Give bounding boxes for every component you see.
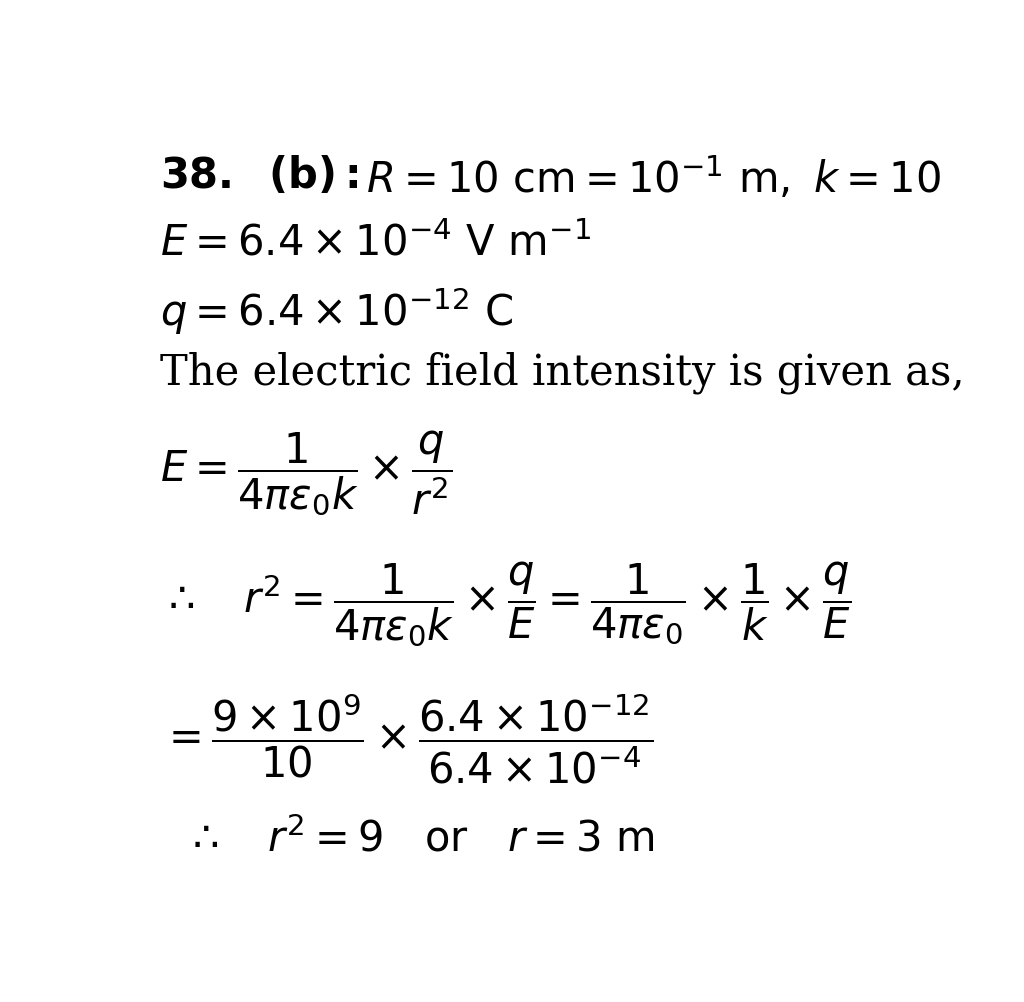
Text: $R = 10\ \mathrm{cm} = 10^{-1}\ \mathrm{m},\ k = 10$: $R = 10\ \mathrm{cm} = 10^{-1}\ \mathrm{…	[367, 155, 941, 201]
Text: $\therefore \quad r^2 = 9 \quad \mathrm{or} \quad r = 3\ \mathrm{m}$: $\therefore \quad r^2 = 9 \quad \mathrm{…	[183, 819, 654, 861]
Text: $\therefore \quad r^2 = \dfrac{1}{4\pi\varepsilon_0 k} \times \dfrac{q}{E} = \df: $\therefore \quad r^2 = \dfrac{1}{4\pi\v…	[160, 560, 851, 649]
Text: $q = 6.4 \times 10^{-12}\ \mathrm{C}$: $q = 6.4 \times 10^{-12}\ \mathrm{C}$	[160, 286, 513, 337]
Text: $E = 6.4 \times 10^{-4}\ \mathrm{V\ m}^{-1}$: $E = 6.4 \times 10^{-4}\ \mathrm{V\ m}^{…	[160, 222, 591, 265]
Text: $= \dfrac{9 \times 10^9}{10} \times \dfrac{6.4 \times 10^{-12}}{6.4 \times 10^{-: $= \dfrac{9 \times 10^9}{10} \times \dfr…	[160, 691, 653, 786]
Text: $\mathbf{38.\ \ (b):}$: $\mathbf{38.\ \ (b):}$	[160, 155, 358, 197]
Text: $E = \dfrac{1}{4\pi\varepsilon_0 k} \times \dfrac{q}{r^2}$: $E = \dfrac{1}{4\pi\varepsilon_0 k} \tim…	[160, 429, 453, 518]
Text: The electric field intensity is given as,: The electric field intensity is given as…	[160, 352, 965, 394]
